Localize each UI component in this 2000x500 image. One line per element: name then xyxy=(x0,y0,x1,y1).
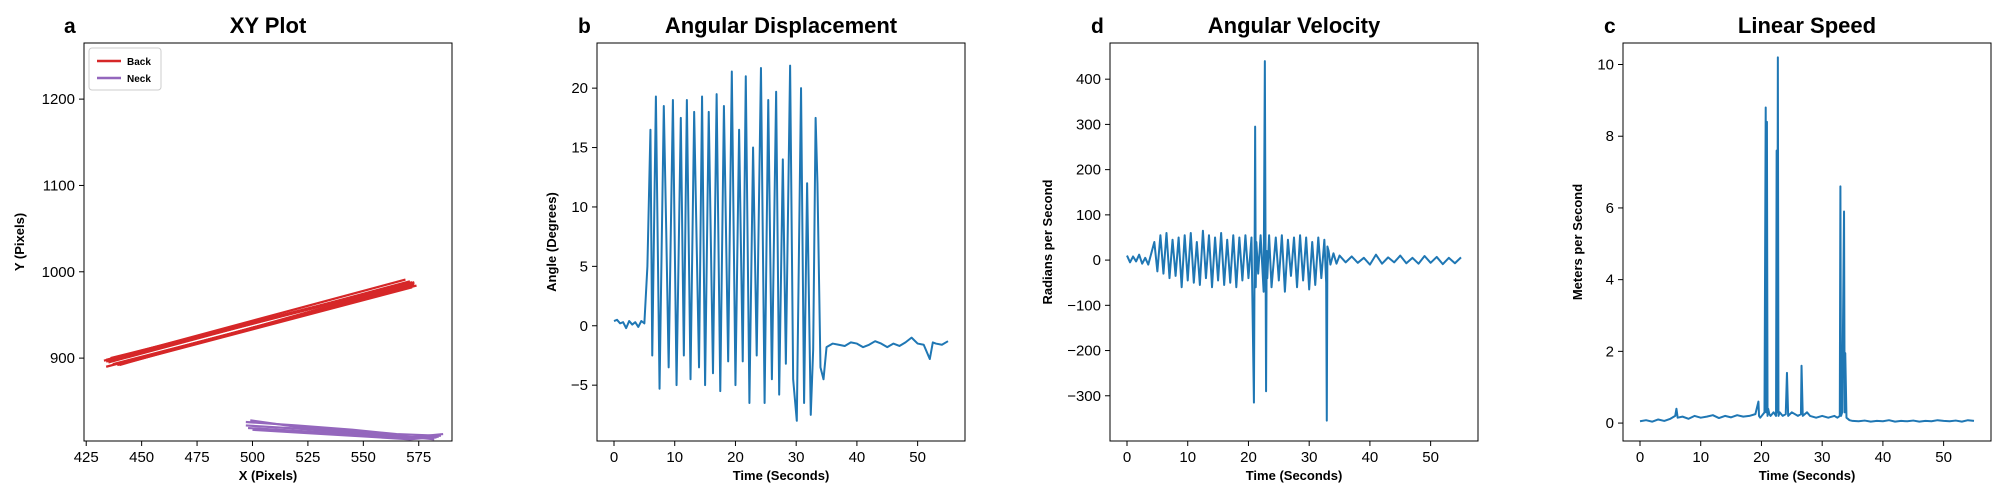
y-tick-label: 0 xyxy=(1606,415,1614,432)
y-tick-label: 200 xyxy=(1076,162,1101,179)
y-tick-label: 20 xyxy=(571,80,588,97)
panel-title: XY Plot xyxy=(230,13,307,38)
y-tick-label: 900 xyxy=(50,350,75,367)
y-tick-label: −5 xyxy=(571,377,588,394)
series-line-neck-4 xyxy=(252,428,439,441)
x-tick-label: 30 xyxy=(1301,449,1318,466)
panel-letter: c xyxy=(1604,15,1616,38)
panel-b: 0 10 20 30 40 50 −5 0 5 10 15 20 Angular Displacemen… xyxy=(544,13,966,483)
y-axis-label: Y (Pixels) xyxy=(12,213,27,271)
y-tick-label: 1100 xyxy=(43,177,75,194)
x-tick-label: 10 xyxy=(1179,449,1196,466)
x-tick-label: 425 xyxy=(74,449,99,466)
series-line-back-6 xyxy=(103,278,406,362)
y-tick-label: 1000 xyxy=(42,264,75,281)
legend-box xyxy=(88,47,162,91)
panel-d: 0 10 20 30 40 50 −300 −200 −100 0 100 200 300 400 Angu… xyxy=(1040,13,1479,483)
panel-letter: d xyxy=(1091,15,1104,38)
panel-a: 425 450 475 500 525 550 575 900 1000 1100 1200 XY P… xyxy=(12,13,453,483)
panel-title: Linear Speed xyxy=(1738,13,1876,38)
x-tick-label: 475 xyxy=(185,449,210,466)
x-tick-label: 450 xyxy=(129,449,154,466)
x-tick-label: 525 xyxy=(295,449,320,466)
x-tick-label: 0 xyxy=(610,449,618,466)
y-tick-label: 400 xyxy=(1076,71,1101,88)
y-axis-label: Meters per Second xyxy=(1570,184,1585,300)
series-line-neck-2 xyxy=(247,426,444,439)
x-tick-label: 40 xyxy=(849,449,866,466)
y-tick-label: 0 xyxy=(1093,252,1101,269)
x-tick-label: 10 xyxy=(1692,449,1709,466)
x-tick-label: 0 xyxy=(1123,449,1131,466)
x-axis-label: Time (Seconds) xyxy=(1759,468,1856,483)
y-tick-label: 10 xyxy=(1597,57,1614,74)
x-axis-label: Time (Seconds) xyxy=(1246,468,1343,483)
x-tick-label: 50 xyxy=(1935,449,1952,466)
series-line-0-0 xyxy=(1126,60,1462,422)
x-tick-label: 30 xyxy=(1814,449,1831,466)
panel-title: Angular Velocity xyxy=(1208,13,1381,38)
y-axis-label: Radians per Second xyxy=(1040,179,1055,304)
x-axis-label: Time (Seconds) xyxy=(733,468,830,483)
y-tick-label: 8 xyxy=(1606,128,1614,145)
y-tick-label: 4 xyxy=(1606,272,1614,289)
y-tick-label: 2 xyxy=(1606,343,1614,360)
x-tick-label: 50 xyxy=(1422,449,1439,466)
legend-label-neck: Neck xyxy=(127,74,151,85)
y-tick-label: 0 xyxy=(580,318,588,335)
x-tick-label: 40 xyxy=(1362,449,1379,466)
axes-frame xyxy=(83,42,453,442)
x-tick-label: 30 xyxy=(788,449,805,466)
axes-frame xyxy=(1622,42,1992,442)
x-tick-label: 0 xyxy=(1636,449,1644,466)
y-tick-label: −300 xyxy=(1067,388,1101,405)
panel-letter: a xyxy=(64,15,76,38)
x-tick-label: 40 xyxy=(1875,449,1892,466)
legend: Back Neck xyxy=(88,47,162,91)
y-tick-label: 10 xyxy=(571,199,588,216)
axes-frame xyxy=(1109,42,1479,442)
x-tick-label: 10 xyxy=(666,449,683,466)
panel-letter: b xyxy=(578,15,591,38)
y-tick-label: −200 xyxy=(1067,343,1101,360)
y-tick-label: 5 xyxy=(580,258,588,275)
legend-label-back: Back xyxy=(127,57,151,68)
y-tick-label: 15 xyxy=(571,140,588,157)
x-tick-label: 550 xyxy=(351,449,376,466)
series-line-back-8 xyxy=(105,282,408,363)
y-axis-label: Angle (Degrees) xyxy=(544,192,559,292)
x-tick-label: 50 xyxy=(909,449,926,466)
y-tick-label: −100 xyxy=(1067,297,1101,314)
series-line-back-9 xyxy=(119,281,415,367)
panel-c: 0 10 20 30 40 50 0 2 4 6 8 10 Linear Speed c Time (Sec… xyxy=(1570,13,1992,483)
series-line-0-0 xyxy=(613,64,949,422)
series-line-0-0 xyxy=(1639,56,1975,423)
y-tick-label: 1200 xyxy=(42,91,75,108)
x-tick-label: 20 xyxy=(1240,449,1257,466)
y-tick-label: 6 xyxy=(1606,200,1614,217)
x-tick-label: 20 xyxy=(727,449,744,466)
panel-title: Angular Displacement xyxy=(665,13,898,38)
series-line-neck-3 xyxy=(250,419,435,441)
x-tick-label: 575 xyxy=(406,449,431,466)
x-axis-label: X (Pixels) xyxy=(239,468,298,483)
y-tick-label: 300 xyxy=(1076,116,1101,133)
x-tick-label: 500 xyxy=(240,449,265,466)
y-tick-label: 100 xyxy=(1076,207,1101,224)
axes-frame xyxy=(596,42,966,442)
x-tick-label: 20 xyxy=(1753,449,1770,466)
